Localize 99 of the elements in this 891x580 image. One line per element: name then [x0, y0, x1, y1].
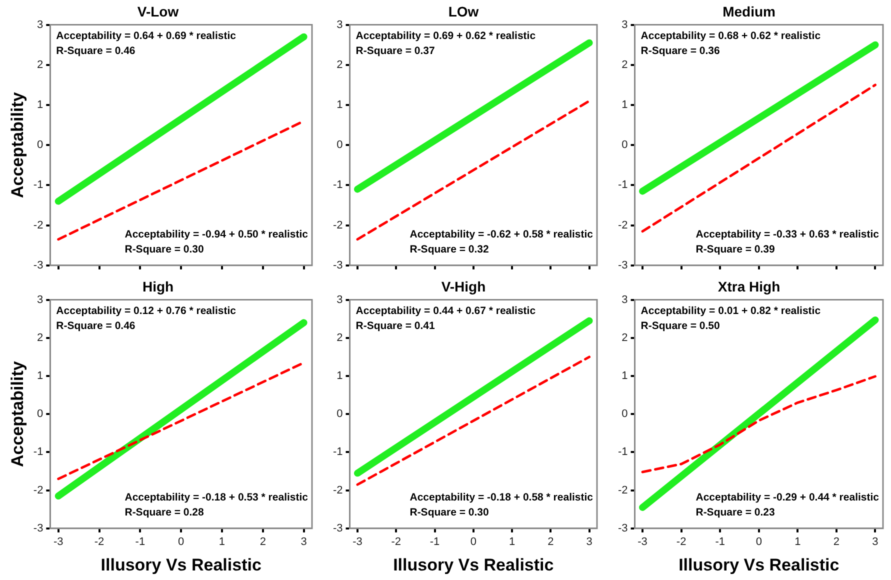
- annotation: R-Square = 0.46: [56, 320, 136, 332]
- y-tick-label: 1: [37, 370, 44, 382]
- annotation: Acceptability = -0.18 + 0.58 * realistic: [410, 492, 594, 504]
- y-tick-label: -3: [618, 522, 628, 534]
- annotation: Acceptability = -0.33 + 0.63 * realistic: [696, 228, 880, 241]
- y-axis-title: Acceptability: [8, 92, 27, 198]
- x-tick-label: 0: [178, 536, 184, 548]
- x-tick-label: -2: [94, 536, 104, 548]
- y-tick-label: 2: [336, 332, 343, 344]
- y-tick-label: -3: [618, 259, 628, 272]
- y-tick-label: 3: [336, 294, 343, 306]
- annotation: R-Square = 0.50: [640, 320, 720, 332]
- y-tick-label: 3: [622, 18, 628, 31]
- y-tick-label: 0: [336, 408, 343, 420]
- x-tick-label: 2: [833, 536, 840, 548]
- annotation: Acceptability = 0.44 + 0.67 * realistic: [356, 304, 536, 317]
- annotation: R-Square = 0.30: [410, 506, 489, 519]
- annotation: Acceptability = 0.01 + 0.82 * realistic: [640, 304, 821, 317]
- x-tick-label: 3: [586, 536, 592, 548]
- chart-title: Medium: [722, 3, 776, 20]
- annotation: R-Square = 0.41: [356, 320, 436, 332]
- x-tick-label: 1: [218, 536, 226, 548]
- annotation: R-Square = 0.28: [124, 506, 204, 519]
- y-tick-label: -3: [333, 522, 343, 534]
- y-tick-label: -1: [333, 179, 343, 192]
- y-tick-label: -3: [333, 259, 343, 272]
- x-axis-title: Illusory Vs Realistic: [393, 555, 554, 574]
- y-tick-label: -1: [618, 179, 628, 192]
- x-tick-label: 1: [794, 536, 801, 548]
- annotation: R-Square = 0.39: [696, 244, 775, 256]
- y-tick-label: 0: [622, 408, 628, 420]
- y-tick-label: 0: [37, 139, 44, 152]
- y-tick-label: 3: [336, 18, 343, 31]
- x-tick-label: 0: [756, 536, 762, 548]
- y-tick-label: -1: [618, 446, 628, 458]
- y-tick-label: 2: [622, 58, 628, 71]
- annotation: Acceptability = 0.64 + 0.69 * realistic: [56, 30, 236, 42]
- x-tick-label: 0: [470, 536, 476, 548]
- x-tick-label: -2: [676, 536, 686, 548]
- annotation: R-Square = 0.30: [124, 244, 204, 256]
- annotation: Acceptability = 0.68 + 0.62 * realistic: [640, 30, 821, 42]
- x-tick-label: -3: [53, 536, 64, 548]
- y-tick-label: 2: [37, 332, 44, 344]
- y-tick-label: 2: [37, 58, 44, 71]
- x-tick-label: -2: [391, 536, 402, 548]
- x-tick-label: -1: [135, 536, 146, 548]
- y-tick-label: 1: [336, 370, 343, 382]
- y-tick-label: 2: [622, 332, 628, 344]
- annotation: Acceptability = 0.69 + 0.62 * realistic: [356, 30, 536, 42]
- y-axis-title: Acceptability: [8, 360, 27, 468]
- y-tick-label: -3: [33, 259, 44, 272]
- y-tick-label: -2: [618, 219, 628, 232]
- annotation: R-Square = 0.23: [696, 506, 775, 519]
- y-tick-label: -1: [33, 446, 44, 458]
- y-tick-label: 0: [622, 139, 628, 152]
- annotation: R-Square = 0.37: [356, 44, 436, 57]
- annotation: Acceptability = -0.94 + 0.50 * realistic: [124, 228, 308, 241]
- x-axis-title: Illusory Vs Realistic: [678, 555, 840, 574]
- chart-title: Xtra High: [718, 278, 780, 294]
- x-tick-label: -1: [715, 536, 725, 548]
- y-tick-label: 0: [336, 139, 343, 152]
- y-tick-label: 2: [336, 58, 343, 71]
- y-tick-label: 3: [622, 294, 628, 306]
- annotation: R-Square = 0.46: [56, 44, 136, 57]
- x-tick-label: 3: [872, 536, 878, 548]
- annotation: Acceptability = -0.18 + 0.53 * realistic: [124, 492, 308, 504]
- x-tick-label: -1: [430, 536, 440, 548]
- y-tick-label: 3: [37, 18, 44, 31]
- y-tick-label: -3: [33, 522, 44, 534]
- y-tick-label: 1: [336, 99, 343, 112]
- x-tick-label: -3: [638, 536, 648, 548]
- y-tick-label: -2: [33, 219, 44, 232]
- chart-title: V-High: [441, 278, 486, 294]
- y-tick-label: -2: [33, 484, 44, 496]
- x-tick-label: 2: [260, 536, 266, 548]
- x-tick-label: 3: [300, 536, 307, 548]
- y-tick-label: -2: [333, 484, 343, 496]
- y-tick-label: -2: [333, 219, 343, 232]
- x-tick-label: 1: [508, 536, 516, 548]
- chart-title: High: [142, 278, 174, 294]
- y-tick-label: 0: [37, 408, 44, 420]
- annotation: R-Square = 0.32: [410, 244, 489, 256]
- y-tick-label: 3: [37, 294, 44, 306]
- y-tick-label: -1: [333, 446, 343, 458]
- chart-title: V-Low: [137, 3, 179, 20]
- y-tick-label: -1: [33, 179, 44, 192]
- chart-title: LOw: [448, 3, 479, 20]
- x-tick-label: 2: [548, 536, 554, 548]
- annotation: Acceptability = 0.12 + 0.76 * realistic: [56, 304, 236, 317]
- x-axis-title: Illusory Vs Realistic: [100, 555, 262, 574]
- annotation: R-Square = 0.36: [640, 44, 720, 57]
- y-tick-label: -2: [618, 484, 628, 496]
- x-tick-label: -3: [352, 536, 362, 548]
- line-series: [641, 375, 876, 474]
- y-tick-label: 1: [622, 99, 628, 112]
- annotation: Acceptability = -0.29 + 0.44 * realistic: [696, 492, 880, 504]
- y-tick-label: 1: [37, 99, 44, 112]
- annotation: Acceptability = -0.62 + 0.58 * realistic: [410, 228, 594, 241]
- y-tick-label: 1: [622, 370, 628, 382]
